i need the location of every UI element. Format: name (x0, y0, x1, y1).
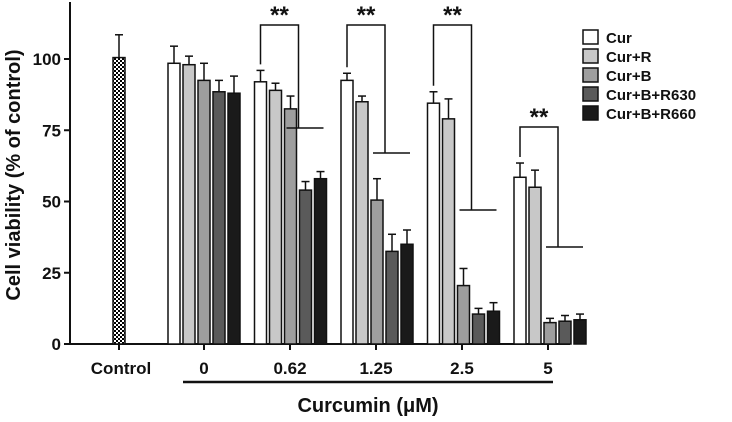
significance-bracket (519, 126, 583, 248)
bar-cur-r-5 (528, 186, 542, 345)
bar-cur-b-r660-0 (227, 92, 241, 345)
significance-label: ** (357, 2, 376, 29)
y-axis-label: Cell viability (% of control) (3, 49, 25, 300)
significance-label: ** (270, 2, 289, 29)
legend-label: Cur+B (606, 68, 652, 85)
bar-cur-r-1.25 (355, 101, 369, 345)
legend-label: Cur+R (606, 49, 652, 66)
legend-swatch (582, 67, 599, 83)
bar-control (112, 56, 126, 345)
legend-swatch (582, 29, 599, 45)
y-tick-label: 75 (42, 121, 61, 140)
y-tick-label: 0 (52, 335, 61, 354)
legend-label: Cur (606, 30, 632, 47)
legend-swatch (582, 105, 599, 121)
bar-cur-b-r660-5 (573, 319, 587, 345)
bar-cur-1.25 (340, 79, 354, 345)
legend-swatch (582, 86, 599, 102)
bar-cur-0.62 (253, 81, 268, 345)
bar-cur-b-r630-2.5 (471, 313, 486, 345)
bar-cur-b-0.62 (283, 108, 298, 345)
bar-cur-0 (167, 62, 181, 345)
bar-cur-b-1.25 (370, 199, 384, 345)
bar-cur-r-0.62 (268, 89, 283, 345)
bar-cur-r-0 (182, 63, 196, 345)
y-tick-label: 50 (42, 193, 61, 212)
significance-bracket (346, 24, 410, 154)
significance-label: ** (443, 2, 462, 29)
legend-label: Cur+B+R630 (606, 87, 696, 104)
bar-cur-b-r630-1.25 (385, 250, 399, 345)
bar-cur-b-r660-1.25 (400, 243, 414, 345)
y-tick-label: 25 (42, 264, 61, 283)
bar-cur-b-r630-0 (212, 91, 226, 345)
bar-cur-b-r660-2.5 (486, 310, 501, 345)
bar-cur-5 (513, 176, 527, 345)
x-tick-label: 5 (543, 359, 552, 378)
bar-cur-b-r660-0.62 (313, 177, 328, 345)
bar-cur-b-r630-5 (558, 320, 572, 345)
x-tick-label-control: Control (91, 359, 151, 378)
bar-cur-r-2.5 (441, 118, 456, 345)
bar-cur-b-r630-0.62 (298, 189, 313, 345)
x-axis-label: Curcumin (μM) (297, 395, 438, 417)
bar-cur-b-0 (197, 79, 211, 345)
x-tick-label: 0 (199, 359, 208, 378)
legend-label: Cur+B+R660 (606, 106, 696, 123)
bar-cur-2.5 (426, 102, 441, 345)
x-tick-label: 0.62 (273, 359, 306, 378)
significance-bracket (432, 24, 497, 211)
bar-cur-b-5 (543, 321, 557, 345)
significance-label: ** (530, 104, 549, 131)
significance-bracket (259, 24, 324, 129)
y-tick-label: 100 (33, 50, 61, 69)
bar-cur-b-2.5 (456, 284, 471, 345)
x-tick-label: 2.5 (450, 359, 474, 378)
legend-swatch (582, 48, 599, 64)
x-tick-label: 1.25 (359, 359, 392, 378)
